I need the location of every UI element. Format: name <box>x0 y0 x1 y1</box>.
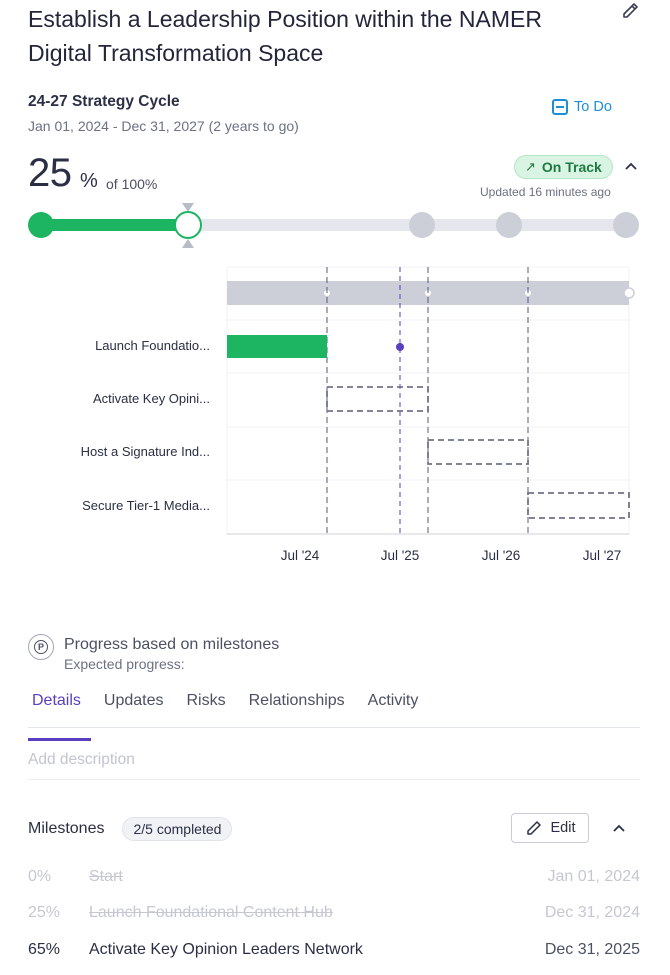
timeline-row-label: Secure Tier-1 Media... <box>82 498 210 513</box>
todo-label: To Do <box>574 99 612 115</box>
milestone-date: Jan 01, 2024 <box>547 868 640 885</box>
milestone-node-end <box>613 212 639 238</box>
pencil-icon <box>526 821 541 835</box>
timeline-row-label: Activate Key Opini... <box>93 391 210 406</box>
milestone-name: Launch Foundational Content Hub <box>89 904 333 921</box>
progress-legend: P Progress based on milestones Expected … <box>28 634 279 672</box>
milestone-node-start <box>28 212 54 238</box>
timeline-bar-complete <box>227 335 327 358</box>
detail-tabs: Details Updates Risks Relationships Acti… <box>28 688 640 741</box>
edit-label: Edit <box>550 820 576 836</box>
legend-title: Progress based on milestones <box>64 636 280 653</box>
status-label: On Track <box>541 159 602 175</box>
summary-marker-end <box>623 287 635 299</box>
progress-marker-bottom <box>182 239 194 248</box>
milestone-progress-track <box>28 203 639 248</box>
pencil-icon[interactable] <box>620 0 642 22</box>
cycle-name: 24-27 Strategy Cycle <box>28 93 180 110</box>
timeline-bar-planned <box>427 439 529 465</box>
today-marker <box>396 343 404 351</box>
todo-status-button[interactable]: To Do <box>552 99 612 115</box>
chevron-up-icon[interactable] <box>622 158 640 176</box>
progress-percent-sign: % <box>80 170 98 192</box>
timeline-tick-label: Jul '25 <box>381 548 420 563</box>
milestones-title: Milestones <box>28 820 105 837</box>
description-input[interactable]: Add description <box>28 751 640 780</box>
milestone-percent: 25% <box>28 904 61 921</box>
timeline-bar-planned <box>326 386 429 412</box>
status-badge[interactable]: ↗ On Track <box>514 155 613 179</box>
progress-marker-top <box>182 203 194 212</box>
milestones-count-badge: 2/5 completed <box>122 817 233 841</box>
current-progress-node[interactable] <box>174 211 202 239</box>
milestone-row[interactable]: 25% Launch Foundational Content Hub Dec … <box>28 904 640 928</box>
milestone-percent: 0% <box>28 868 52 885</box>
cycle-dates: Jan 01, 2024 - Dec 31, 2027 (2 years to … <box>28 118 299 134</box>
tab-details[interactable]: Details <box>28 688 91 741</box>
timeline-tick-label: Jul '27 <box>583 548 622 563</box>
milestone-row[interactable]: 65% Activate Key Opinion Leaders Network… <box>28 941 640 965</box>
updated-timestamp: Updated 16 minutes ago <box>480 185 611 199</box>
milestone-date: Dec 31, 2025 <box>544 941 640 958</box>
progress-of-label: of 100% <box>106 176 158 192</box>
progress-value: 25 <box>28 151 72 195</box>
milestone-name: Start <box>89 868 123 885</box>
milestone-percent: 65% <box>28 941 61 958</box>
timeline-row-label: Launch Foundatio... <box>95 338 210 353</box>
legend-subtitle: Expected progress: <box>64 656 185 672</box>
tab-relationships[interactable]: Relationships <box>248 692 345 709</box>
timeline-tick-label: Jul '26 <box>482 548 521 563</box>
milestones-header: Milestones 2/5 completed Edit <box>28 813 640 844</box>
progress-fill <box>40 219 188 231</box>
milestone-timeline: Launch Foundatio... Activate Key Opini..… <box>81 266 635 563</box>
milestone-row[interactable]: 0% Start Jan 01, 2024 <box>28 868 640 892</box>
milestone-progress-icon: P <box>28 634 54 660</box>
edit-milestones-button[interactable]: Edit <box>511 813 589 843</box>
tab-activity[interactable]: Activity <box>367 692 419 709</box>
timeline-row-label: Host a Signature Ind... <box>81 444 210 459</box>
timeline-tick-label: Jul '24 <box>281 548 320 563</box>
todo-icon <box>552 99 568 115</box>
goal-title: Establish a Leadership Position within t… <box>28 6 542 66</box>
milestone-name: Activate Key Opinion Leaders Network <box>89 941 363 958</box>
milestone-date: Dec 31, 2024 <box>544 904 640 921</box>
tab-risks[interactable]: Risks <box>186 692 226 709</box>
arrow-up-right-icon: ↗ <box>525 159 536 174</box>
chevron-up-icon[interactable] <box>610 820 628 838</box>
milestone-node-3 <box>496 212 522 238</box>
milestone-node-2 <box>409 212 435 238</box>
tab-updates[interactable]: Updates <box>103 692 164 709</box>
timeline-bar-planned <box>527 492 630 519</box>
